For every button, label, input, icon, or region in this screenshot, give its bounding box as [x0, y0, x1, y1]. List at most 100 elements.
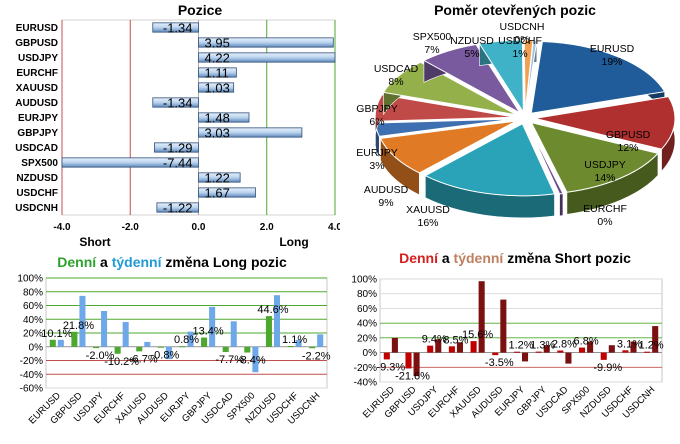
pie-slice-percent: 12% [617, 142, 638, 154]
category-label: EURCHF [16, 68, 58, 79]
bar [198, 187, 256, 198]
weekly-bar [522, 352, 529, 362]
pie-slice-percent: 19% [601, 56, 622, 68]
pie-slice [530, 41, 666, 114]
weekly-bar [144, 341, 151, 347]
tick-label: -60% [20, 384, 43, 395]
data-label: -1.22 [163, 201, 193, 216]
weekly-bar [187, 331, 194, 347]
data-label: -2.2% [302, 350, 331, 362]
data-label: -3.5% [485, 357, 514, 369]
weekly-bar [101, 311, 108, 347]
tick-label: 0.0 [192, 222, 206, 233]
pie-slice-percent: 3% [369, 160, 384, 172]
pie-slice-label: SPX500 [413, 31, 452, 43]
positions-chart-panel: Pozice EURUSD -1.34 GBPUSD 3.95 USDJPY 4.22 EU… [0, 0, 342, 250]
data-label: 1.67 [205, 186, 230, 201]
bar [154, 142, 199, 153]
weekly-bar [630, 341, 637, 353]
weekly-bar [608, 345, 615, 353]
bar [198, 67, 237, 78]
pie-slice-percent: 7% [424, 44, 439, 56]
tick-label: 20% [357, 333, 377, 344]
pie-slice [526, 123, 564, 195]
tick-label: 20% [23, 329, 43, 340]
pie-slice-percent: 0% [597, 216, 612, 228]
title-and: a [438, 250, 454, 266]
weekly-bar [478, 281, 485, 353]
category-label: USDJPY [18, 53, 58, 64]
daily-bar [71, 331, 78, 347]
tick-label: 80% [23, 287, 43, 298]
tick-label: 2.0 [260, 222, 274, 233]
data-label: 1.2% [639, 340, 664, 352]
pie-chart-title: Poměr otevřených pozic [434, 2, 596, 18]
pie-slice [374, 94, 516, 122]
pie-slice [424, 123, 556, 197]
tick-label: -4.0 [53, 222, 71, 233]
daily-bar [557, 350, 564, 353]
daily-bar [49, 339, 56, 347]
pie-slice-label: EURCHF [583, 203, 627, 215]
weekly-bar [230, 321, 237, 347]
positions-chart-title: Pozice [178, 2, 223, 18]
title-rest: změna Long pozic [162, 254, 287, 270]
weekly-bar [79, 295, 86, 347]
pie-chart-panel: Poměr otevřených pozic EURUSD 19% GBPUSD 12… [340, 0, 680, 250]
pie-slice-label: EURJPY [356, 147, 397, 159]
data-label: 10.1% [41, 328, 72, 340]
weekly-bar [122, 322, 129, 347]
short-change-chart: Denní a týdenní změna Short pozic 100% 80… [351, 250, 664, 421]
pie-slice-label: EURUSD [590, 43, 635, 55]
title-rest: změna Short pozic [503, 250, 631, 266]
long-annotation: Long [279, 235, 308, 249]
title-daily: Denní [399, 250, 439, 266]
data-label: -8.4% [237, 355, 266, 367]
daily-bar [201, 337, 208, 347]
pie-slice [422, 43, 521, 114]
weekly-bar [435, 339, 442, 353]
tick-label: 80% [357, 289, 377, 300]
daily-bar [622, 350, 629, 353]
daily-bar [427, 345, 434, 353]
tick-label: -40% [354, 378, 377, 389]
pie-slice-percent: 9% [378, 197, 393, 209]
data-label: 9.4% [422, 334, 447, 346]
title-weekly: týdenní [112, 254, 163, 270]
short-annotation: Short [79, 235, 110, 249]
tick-label: -20% [20, 356, 43, 367]
data-label: 1.3% [530, 340, 555, 352]
pie-slice-percent: 14% [594, 172, 615, 184]
data-label: -1.29 [163, 141, 193, 156]
data-label: 3.95 [205, 36, 230, 51]
data-label: -7.44 [163, 156, 193, 171]
pie-slice-label: USDJPY [584, 159, 625, 171]
bar [152, 97, 199, 108]
daily-bar [383, 352, 390, 360]
daily-bar [309, 346, 316, 349]
data-label: 3.03 [205, 126, 230, 141]
pie-slice-label: GBPUSD [606, 129, 651, 141]
bar [198, 112, 250, 123]
daily-bar [513, 351, 520, 353]
data-label: 1.22 [205, 171, 230, 186]
pie-slice [534, 96, 676, 150]
data-label: -9.3% [376, 361, 405, 373]
pie-slice-label: USDCHF [498, 35, 542, 47]
tick-label: -2.0 [122, 222, 140, 233]
weekly-bar [57, 339, 64, 347]
category-label: GBPJPY [17, 128, 58, 139]
long-change-chart-title: Denní a týdenní změna Long pozic [57, 254, 287, 270]
pie-slice-percent: 6% [369, 116, 384, 128]
weekly-bar [652, 326, 659, 353]
daily-bar [644, 351, 651, 353]
data-label: -1.34 [163, 21, 193, 36]
tick-label: 40% [23, 315, 43, 326]
data-label: 6.8% [574, 336, 599, 348]
data-label: 2.8% [552, 339, 577, 351]
category-label: EURJPY [18, 113, 58, 124]
tick-label: 40% [357, 319, 377, 330]
data-label: 15.6% [462, 329, 493, 341]
title-weekly: týdenní [454, 250, 505, 266]
